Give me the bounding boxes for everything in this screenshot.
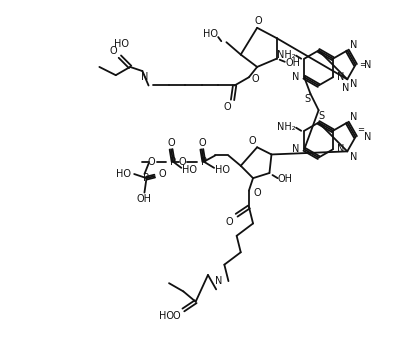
- Text: N: N: [337, 72, 345, 82]
- Text: NH₂: NH₂: [277, 122, 295, 132]
- Text: N: N: [215, 276, 222, 286]
- Text: O: O: [110, 46, 117, 56]
- Text: OH: OH: [285, 58, 300, 68]
- Text: N: N: [292, 72, 300, 82]
- Text: O: O: [172, 311, 180, 321]
- Text: P: P: [201, 157, 207, 167]
- Text: N: N: [337, 144, 345, 154]
- Text: HO: HO: [182, 165, 197, 175]
- Text: O: O: [253, 188, 261, 198]
- Text: N: N: [350, 40, 357, 50]
- Text: N: N: [141, 72, 148, 82]
- Text: O: O: [254, 16, 262, 26]
- Text: HO: HO: [202, 29, 217, 39]
- Text: O: O: [251, 74, 259, 84]
- Text: N: N: [292, 144, 300, 154]
- Text: OH: OH: [137, 194, 152, 204]
- Text: O: O: [167, 138, 175, 148]
- Text: OH: OH: [277, 174, 292, 184]
- Text: N: N: [364, 60, 372, 70]
- Text: P: P: [170, 157, 176, 167]
- Text: O: O: [178, 157, 186, 167]
- Text: O: O: [148, 157, 155, 167]
- Text: N: N: [350, 112, 357, 122]
- Text: =: =: [359, 60, 366, 70]
- Text: O: O: [158, 169, 166, 179]
- Text: HO: HO: [215, 165, 230, 175]
- Text: HO: HO: [160, 311, 174, 321]
- Text: S: S: [304, 94, 310, 104]
- Text: P: P: [143, 173, 150, 183]
- Text: =: =: [357, 125, 364, 134]
- Text: HO: HO: [114, 39, 129, 49]
- Text: N: N: [364, 132, 372, 142]
- Text: O: O: [226, 217, 233, 227]
- Text: HO: HO: [116, 169, 132, 179]
- Text: N: N: [341, 83, 349, 92]
- Text: N: N: [350, 152, 357, 162]
- Text: O: O: [224, 102, 231, 112]
- Text: O: O: [198, 138, 206, 148]
- Text: NH₂: NH₂: [277, 49, 295, 60]
- Text: N: N: [350, 80, 357, 89]
- Text: S: S: [318, 111, 325, 121]
- Text: O: O: [248, 136, 256, 146]
